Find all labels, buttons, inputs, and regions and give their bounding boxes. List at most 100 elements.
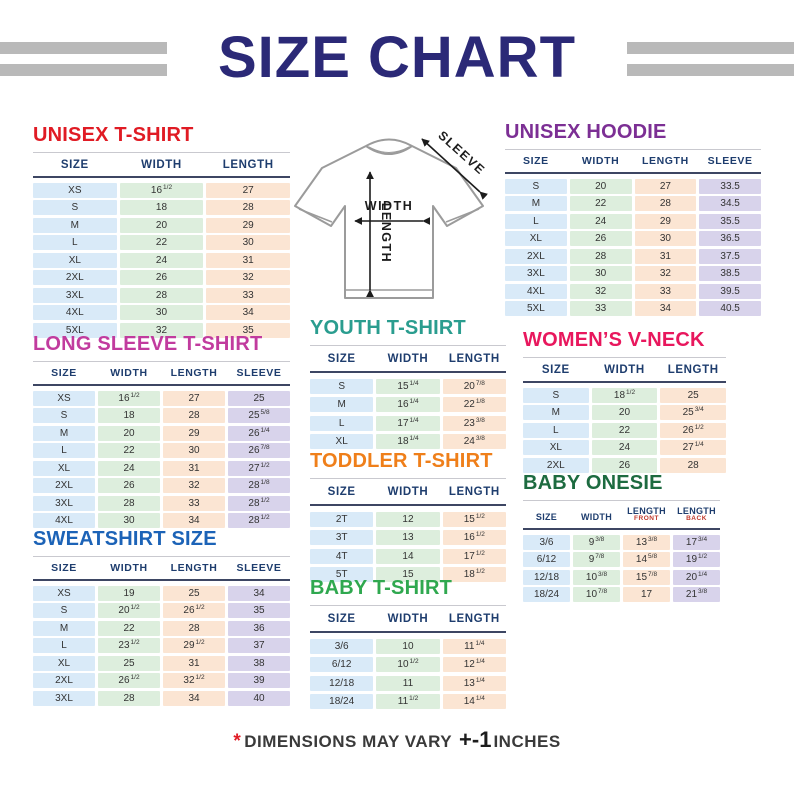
size-cell: S	[33, 200, 117, 216]
value-cell: 9 3/8	[573, 534, 620, 550]
size-cell: XL	[33, 252, 117, 268]
value-cell: 34	[634, 301, 697, 317]
value-cell: 11 1/2	[376, 694, 440, 710]
toddler-tshirt-table: TODDLER T-SHIRT SIZE WIDTH LENGTH 2T 12 15 1/2 3…	[310, 450, 506, 583]
size-cell: L	[33, 638, 95, 654]
decor-bar-right-top	[627, 42, 794, 54]
table-header-rule	[505, 172, 761, 175]
value-cell: 28	[163, 620, 225, 636]
value-cell: 28	[634, 196, 697, 212]
unisex-tshirt-table: UNISEX T-SHIRT SIZE WIDTH LENGTH XS 16 1/2 27 S 1…	[33, 124, 290, 338]
size-cell: L	[310, 415, 374, 431]
table-top-rule	[523, 500, 720, 501]
column-header-width: WIDTH	[387, 612, 429, 625]
sweatshirt-title: SWEATSHIRT SIZE	[33, 528, 217, 550]
value-cell: 33	[569, 301, 632, 317]
value-cell: 28	[163, 408, 225, 424]
value-cell: 15 7/8	[623, 569, 670, 585]
column-header-size: SIZE	[327, 612, 356, 625]
size-cell: XS	[33, 182, 117, 198]
value-cell: 39	[228, 673, 290, 689]
sweatshirt-grid: SIZE WIDTH LENGTH SLEEVE XS 19 25 34 S 20 1/2 26 1/2…	[33, 556, 290, 706]
value-cell: 16 1/2	[119, 182, 204, 198]
value-cell: 20	[569, 178, 632, 194]
value-cell: 27	[634, 178, 697, 194]
value-cell: 26 1/2	[163, 603, 225, 619]
value-cell: 12 1/4	[442, 657, 506, 673]
size-cell: 5XL	[505, 301, 567, 317]
value-cell: 28	[119, 287, 204, 303]
value-cell: 38	[228, 655, 290, 671]
youth-title: YOUTH T-SHIRT	[310, 317, 466, 339]
value-cell: 36.5	[699, 231, 761, 247]
value-cell: 11 1/4	[442, 638, 506, 654]
size-cell: 12/18	[310, 675, 374, 691]
value-cell: 26	[98, 478, 160, 494]
column-header-length: LENGTH	[448, 352, 500, 365]
long-sleeve-title: LONG SLEEVE T-SHIRT	[33, 333, 263, 355]
baby-onesie-title: BABY ONESIE	[523, 472, 663, 494]
column-header-width: WIDTH	[581, 512, 612, 523]
value-cell: 35	[228, 603, 290, 619]
column-header-size: SIZE	[523, 154, 549, 167]
value-cell: 20	[98, 425, 160, 441]
value-cell: 25	[228, 390, 290, 406]
unisex-hoodie-table: UNISEX HOODIE SIZE WIDTH LENGTH SLEEVE S 20 27 3…	[505, 121, 761, 317]
long-sleeve-tshirt-table: LONG SLEEVE T-SHIRT SIZE WIDTH LENGTH SLEEVE…	[33, 333, 290, 529]
size-cell: L	[505, 213, 567, 229]
womens-vneck-grid: SIZE WIDTH LENGTH S 18 1/2 25 M 20 25 3/4 L 22 26 1/2 X…	[523, 357, 726, 473]
size-cell: 2XL	[33, 478, 95, 494]
value-cell: 27	[163, 390, 225, 406]
footer-text: DIMENSIONS MAY VARY	[244, 732, 452, 751]
value-cell: 12	[376, 511, 440, 527]
value-cell: 33	[163, 495, 225, 511]
value-cell: 37	[228, 638, 290, 654]
column-header-width: WIDTH	[387, 352, 429, 365]
size-cell: 3T	[310, 530, 374, 546]
baby-tshirt-grid: SIZE WIDTH LENGTH 3/6 10 11 1/4 6/12 10 1/2 12 1/4 1…	[310, 605, 506, 710]
size-cell: 4T	[310, 548, 374, 564]
womens-vneck-table: WOMEN’S V-NECK SIZE WIDTH LENGTH S 18 1/2 25 M 20…	[523, 329, 726, 473]
size-cell: 3/6	[310, 638, 374, 654]
value-cell: 18	[119, 200, 204, 216]
value-cell: 31	[634, 248, 697, 264]
value-cell: 10 1/2	[376, 657, 440, 673]
size-cell: 3/6	[523, 534, 570, 550]
length-label: LENGTH	[379, 203, 393, 263]
value-cell: 15	[376, 567, 440, 583]
sweatshirt-size-table: SWEATSHIRT SIZE SIZE WIDTH LENGTH SLEEVE XS 19…	[33, 528, 290, 706]
value-cell: 34.5	[699, 196, 761, 212]
value-cell: 26	[119, 270, 204, 286]
value-cell: 15 1/4	[376, 378, 440, 394]
measure-arrows	[354, 138, 489, 298]
table-top-rule	[310, 478, 506, 479]
value-cell: 28	[660, 457, 726, 473]
value-cell: 24	[569, 213, 632, 229]
size-cell: M	[33, 217, 117, 233]
table-header-rule	[523, 528, 720, 531]
size-cell: S	[523, 387, 589, 403]
value-cell: 34	[163, 513, 225, 529]
size-cell: S	[310, 378, 374, 394]
size-cell: 4XL	[33, 305, 117, 321]
value-cell: 21 3/8	[673, 587, 720, 603]
size-cell: 18/24	[310, 694, 374, 710]
size-cell: 2XL	[33, 270, 117, 286]
column-header-length: LENGTH	[667, 363, 719, 376]
size-cell: 3XL	[505, 266, 567, 282]
value-cell: 24	[591, 440, 658, 456]
value-cell: 14	[376, 548, 440, 564]
value-cell: 16 1/2	[442, 530, 506, 546]
size-cell: XS	[33, 585, 95, 601]
value-cell: 32	[119, 322, 204, 338]
value-cell: 17	[623, 587, 670, 603]
column-header-size: SIZE	[51, 561, 77, 574]
tshirt-measurement-diagram: WIDTH LENGTH SLEEVE	[294, 128, 489, 299]
table-top-rule	[310, 605, 506, 606]
column-header-width: WIDTH	[387, 485, 429, 498]
column-header-width: WIDTH	[110, 561, 148, 574]
size-cell: S	[33, 603, 95, 619]
unisex-tshirt-title: UNISEX T-SHIRT	[33, 124, 194, 146]
value-cell: 36	[228, 620, 290, 636]
toddler-grid: SIZE WIDTH LENGTH 2T 12 15 1/2 3T 13 16 1/2 4T 14 17 1…	[310, 478, 506, 583]
